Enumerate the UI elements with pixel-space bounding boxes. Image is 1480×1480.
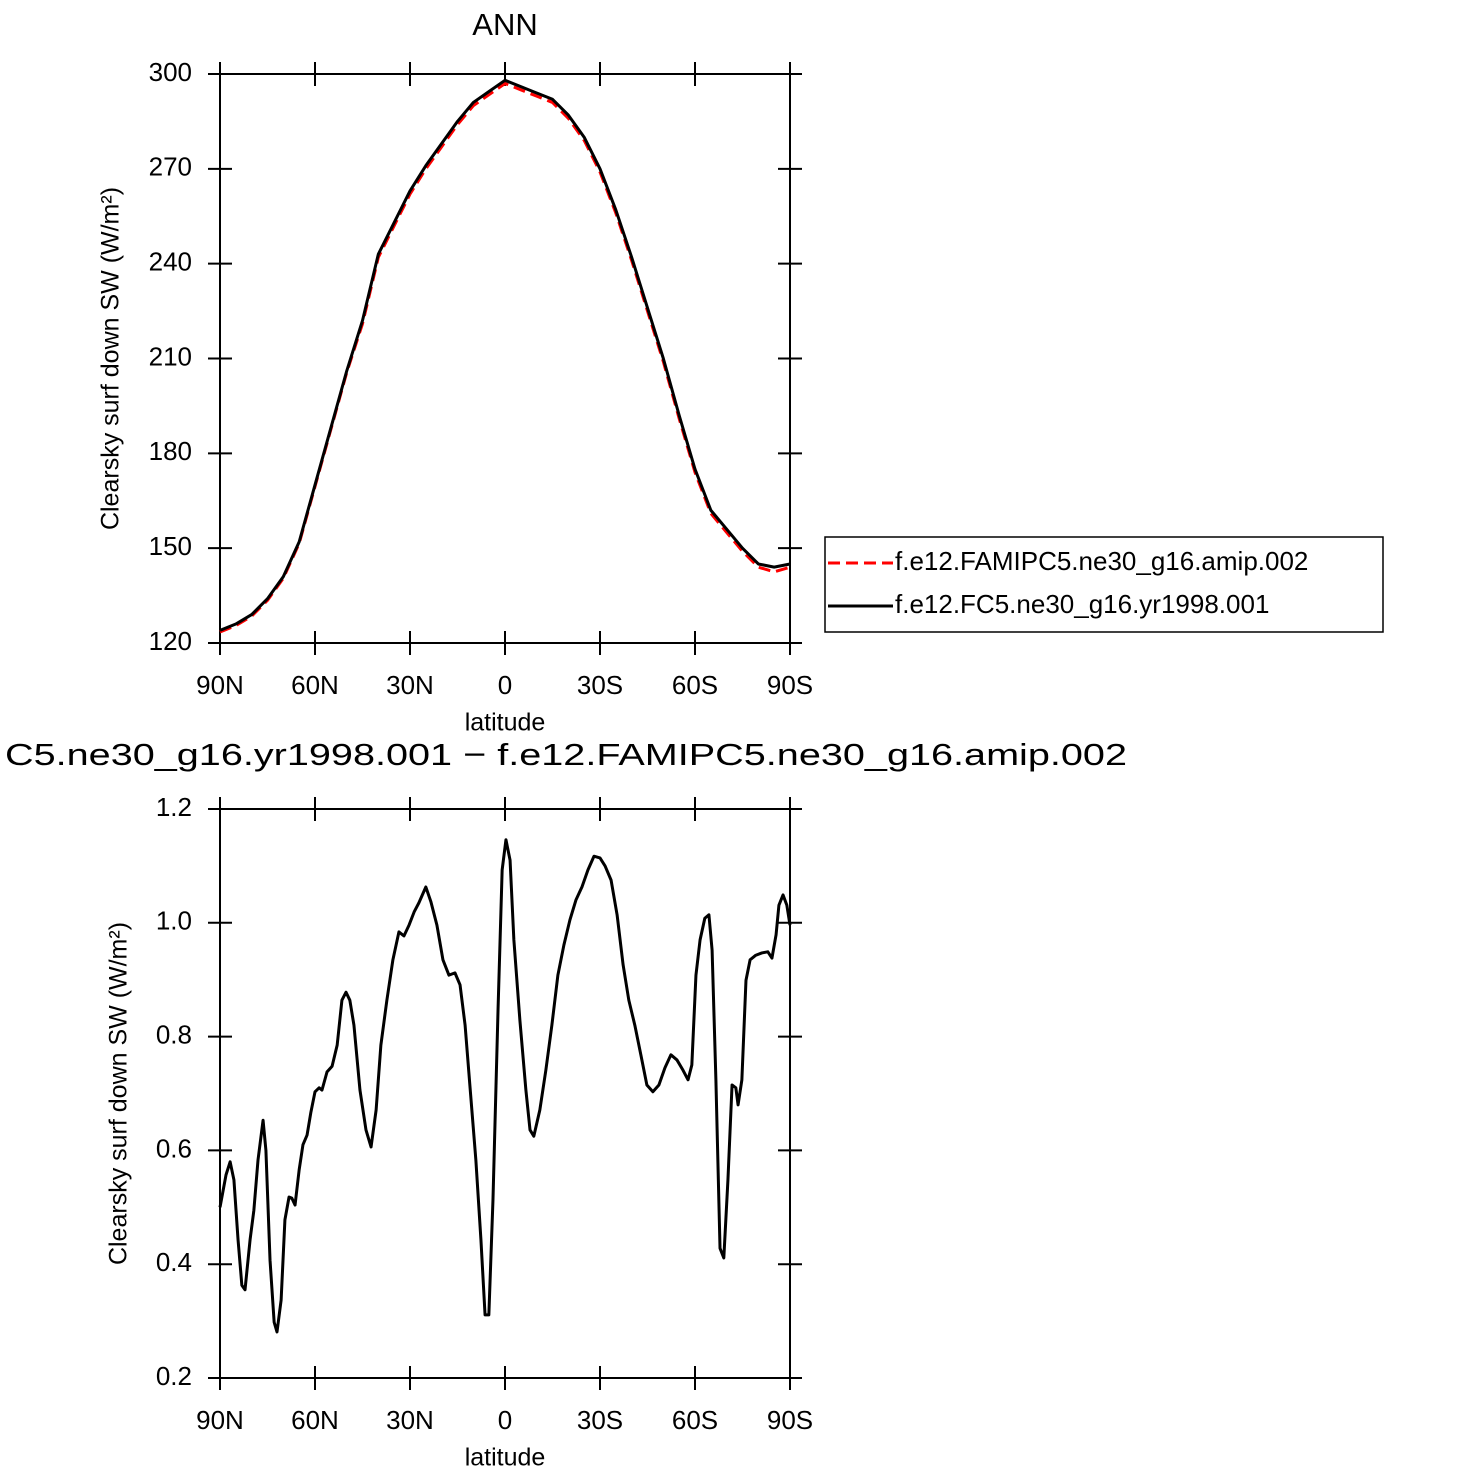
x-tick-label: 90S — [767, 1405, 813, 1435]
x-tick-label: 30N — [386, 1405, 434, 1435]
y-axis-label: Clearsky surf down SW (W/m²) — [105, 922, 133, 1265]
x-tick-label: 0 — [498, 670, 512, 700]
y-tick-label: 1.2 — [156, 792, 192, 822]
x-tick-label: 60S — [672, 1405, 718, 1435]
x-axis-label: latitude — [465, 1444, 546, 1472]
y-tick-label: 0.2 — [156, 1361, 192, 1391]
legend-label: f.e12.FAMIPC5.ne30_g16.amip.002 — [895, 546, 1308, 576]
x-tick-label: 0 — [498, 1405, 512, 1435]
y-axis-label: Clearsky surf down SW (W/m²) — [97, 187, 125, 530]
y-tick-label: 210 — [149, 341, 192, 371]
y-tick-label: 0.4 — [156, 1247, 192, 1277]
chart-title: ANN — [472, 7, 537, 42]
x-tick-label: 90N — [196, 670, 244, 700]
y-tick-label: 120 — [149, 626, 192, 656]
x-tick-label: 60N — [291, 1405, 339, 1435]
y-tick-label: 0.6 — [156, 1133, 192, 1163]
y-tick-label: 240 — [149, 247, 192, 277]
x-tick-label: 60S — [672, 670, 718, 700]
x-tick-label: 90N — [196, 1405, 244, 1435]
x-tick-label: 30N — [386, 670, 434, 700]
legend-box — [824, 536, 1384, 633]
data-line — [219, 78, 791, 632]
chart-title: C5.ne30_g16.yr1998.001 − f.e12.FAMIPC5.n… — [5, 737, 1127, 772]
x-tick-label: 30S — [577, 670, 623, 700]
y-tick-label: 150 — [149, 531, 192, 561]
x-axis-label: latitude — [465, 709, 546, 737]
y-tick-label: 0.8 — [156, 1019, 192, 1049]
x-tick-label: 30S — [577, 1405, 623, 1435]
y-tick-label: 180 — [149, 436, 192, 466]
x-tick-label: 90S — [767, 670, 813, 700]
legend-label: f.e12.FC5.ne30_g16.yr1998.001 — [895, 589, 1269, 619]
y-tick-label: 270 — [149, 152, 192, 182]
y-tick-label: 1.0 — [156, 906, 192, 936]
x-tick-label: 60N — [291, 670, 339, 700]
data-line — [218, 838, 792, 1334]
y-tick-label: 300 — [149, 57, 192, 87]
